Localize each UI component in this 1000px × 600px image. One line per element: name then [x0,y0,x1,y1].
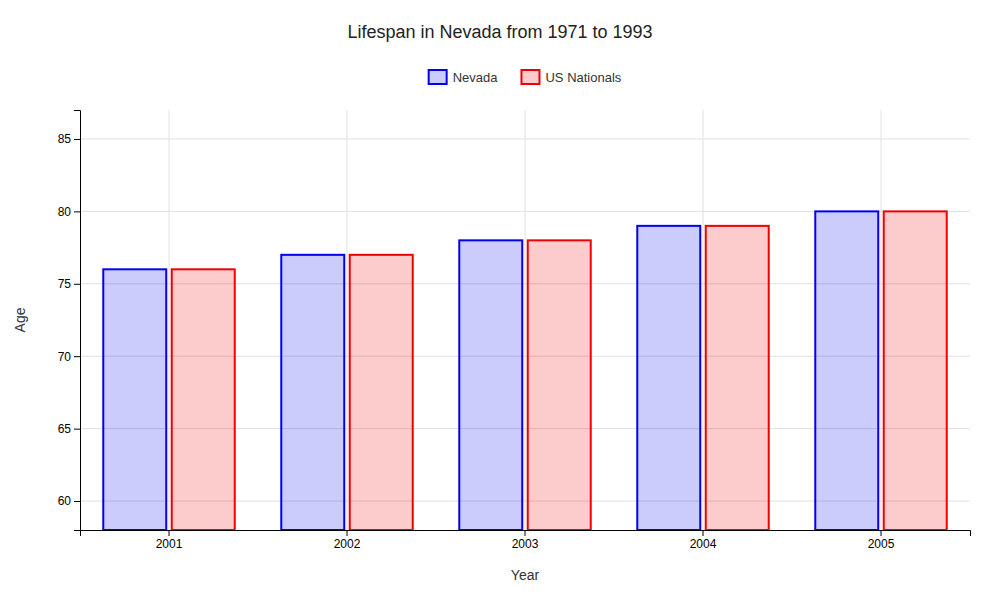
y-tick: 85 [58,132,80,146]
y-tick: 65 [58,422,80,436]
tick-mark [74,429,80,430]
tick-mark [347,530,348,536]
legend-item: Nevada [429,70,499,85]
bar [350,255,413,530]
grid-line-x [347,110,348,530]
grid-line-x [703,110,704,530]
x-tick: 2004 [690,530,717,551]
x-axis: 2001 2002 2003 2004 2005 [81,530,971,551]
x-tick: 2003 [512,530,539,551]
grid [80,110,970,530]
axis-line [81,531,971,537]
legend-swatch [429,70,447,84]
bar [815,211,878,530]
tick-label: 60 [58,494,72,508]
tick-label: 80 [58,205,72,219]
legend: Nevada US Nationals [429,70,622,85]
bar [884,211,947,530]
tick-mark [74,501,80,502]
tick-mark [881,530,882,536]
chart-svg: 60 65 70 75 80 85 2001 2002 2003 2004 2005 Year Age L… [0,0,1000,600]
x-tick: 2001 [156,530,183,551]
grid-line-x [881,110,882,530]
bars [103,211,946,530]
y-tick: 60 [58,494,80,508]
bar-series [103,211,878,530]
bar [459,240,522,530]
tick-label: 2004 [690,537,717,551]
x-tick: 2002 [334,530,361,551]
tick-label: 65 [58,422,72,436]
legend-label: US Nationals [545,70,621,85]
tick-mark [74,139,80,140]
grid-line-x [525,110,526,530]
y-tick: 75 [58,277,80,291]
tick-label: 2003 [512,537,539,551]
x-tick: 2005 [868,530,895,551]
legend-item: US Nationals [521,70,621,85]
tick-label: 85 [58,132,72,146]
tick-label: 2002 [334,537,361,551]
tick-mark [74,284,80,285]
bar [172,269,235,530]
bar-series [172,211,947,530]
bar [706,226,769,530]
legend-label: Nevada [453,70,499,85]
plot-area: 60 65 70 75 80 85 2001 2002 2003 2004 2005 [58,110,971,551]
y-axis-title: Age [12,307,28,332]
legend-swatch [521,70,539,84]
tick-mark [74,211,80,212]
tick-mark [703,530,704,536]
title: Lifespan in Nevada from 1971 to 1993 [347,22,652,42]
tick-label: 70 [58,350,72,364]
y-tick: 70 [58,350,80,364]
bar [281,255,344,530]
y-tick: 80 [58,205,80,219]
tick-label: 2005 [868,537,895,551]
tick-label: 75 [58,277,72,291]
grid-line-x [169,110,170,530]
axis-line [74,111,81,531]
tick-mark [169,530,170,536]
y-axis: 60 65 70 75 80 85 [58,111,81,531]
bar [103,269,166,530]
tick-label: 2001 [156,537,183,551]
bar [528,240,591,530]
x-axis-title: Year [511,567,540,583]
tick-mark [74,356,80,357]
bar [637,226,700,530]
tick-mark [525,530,526,536]
